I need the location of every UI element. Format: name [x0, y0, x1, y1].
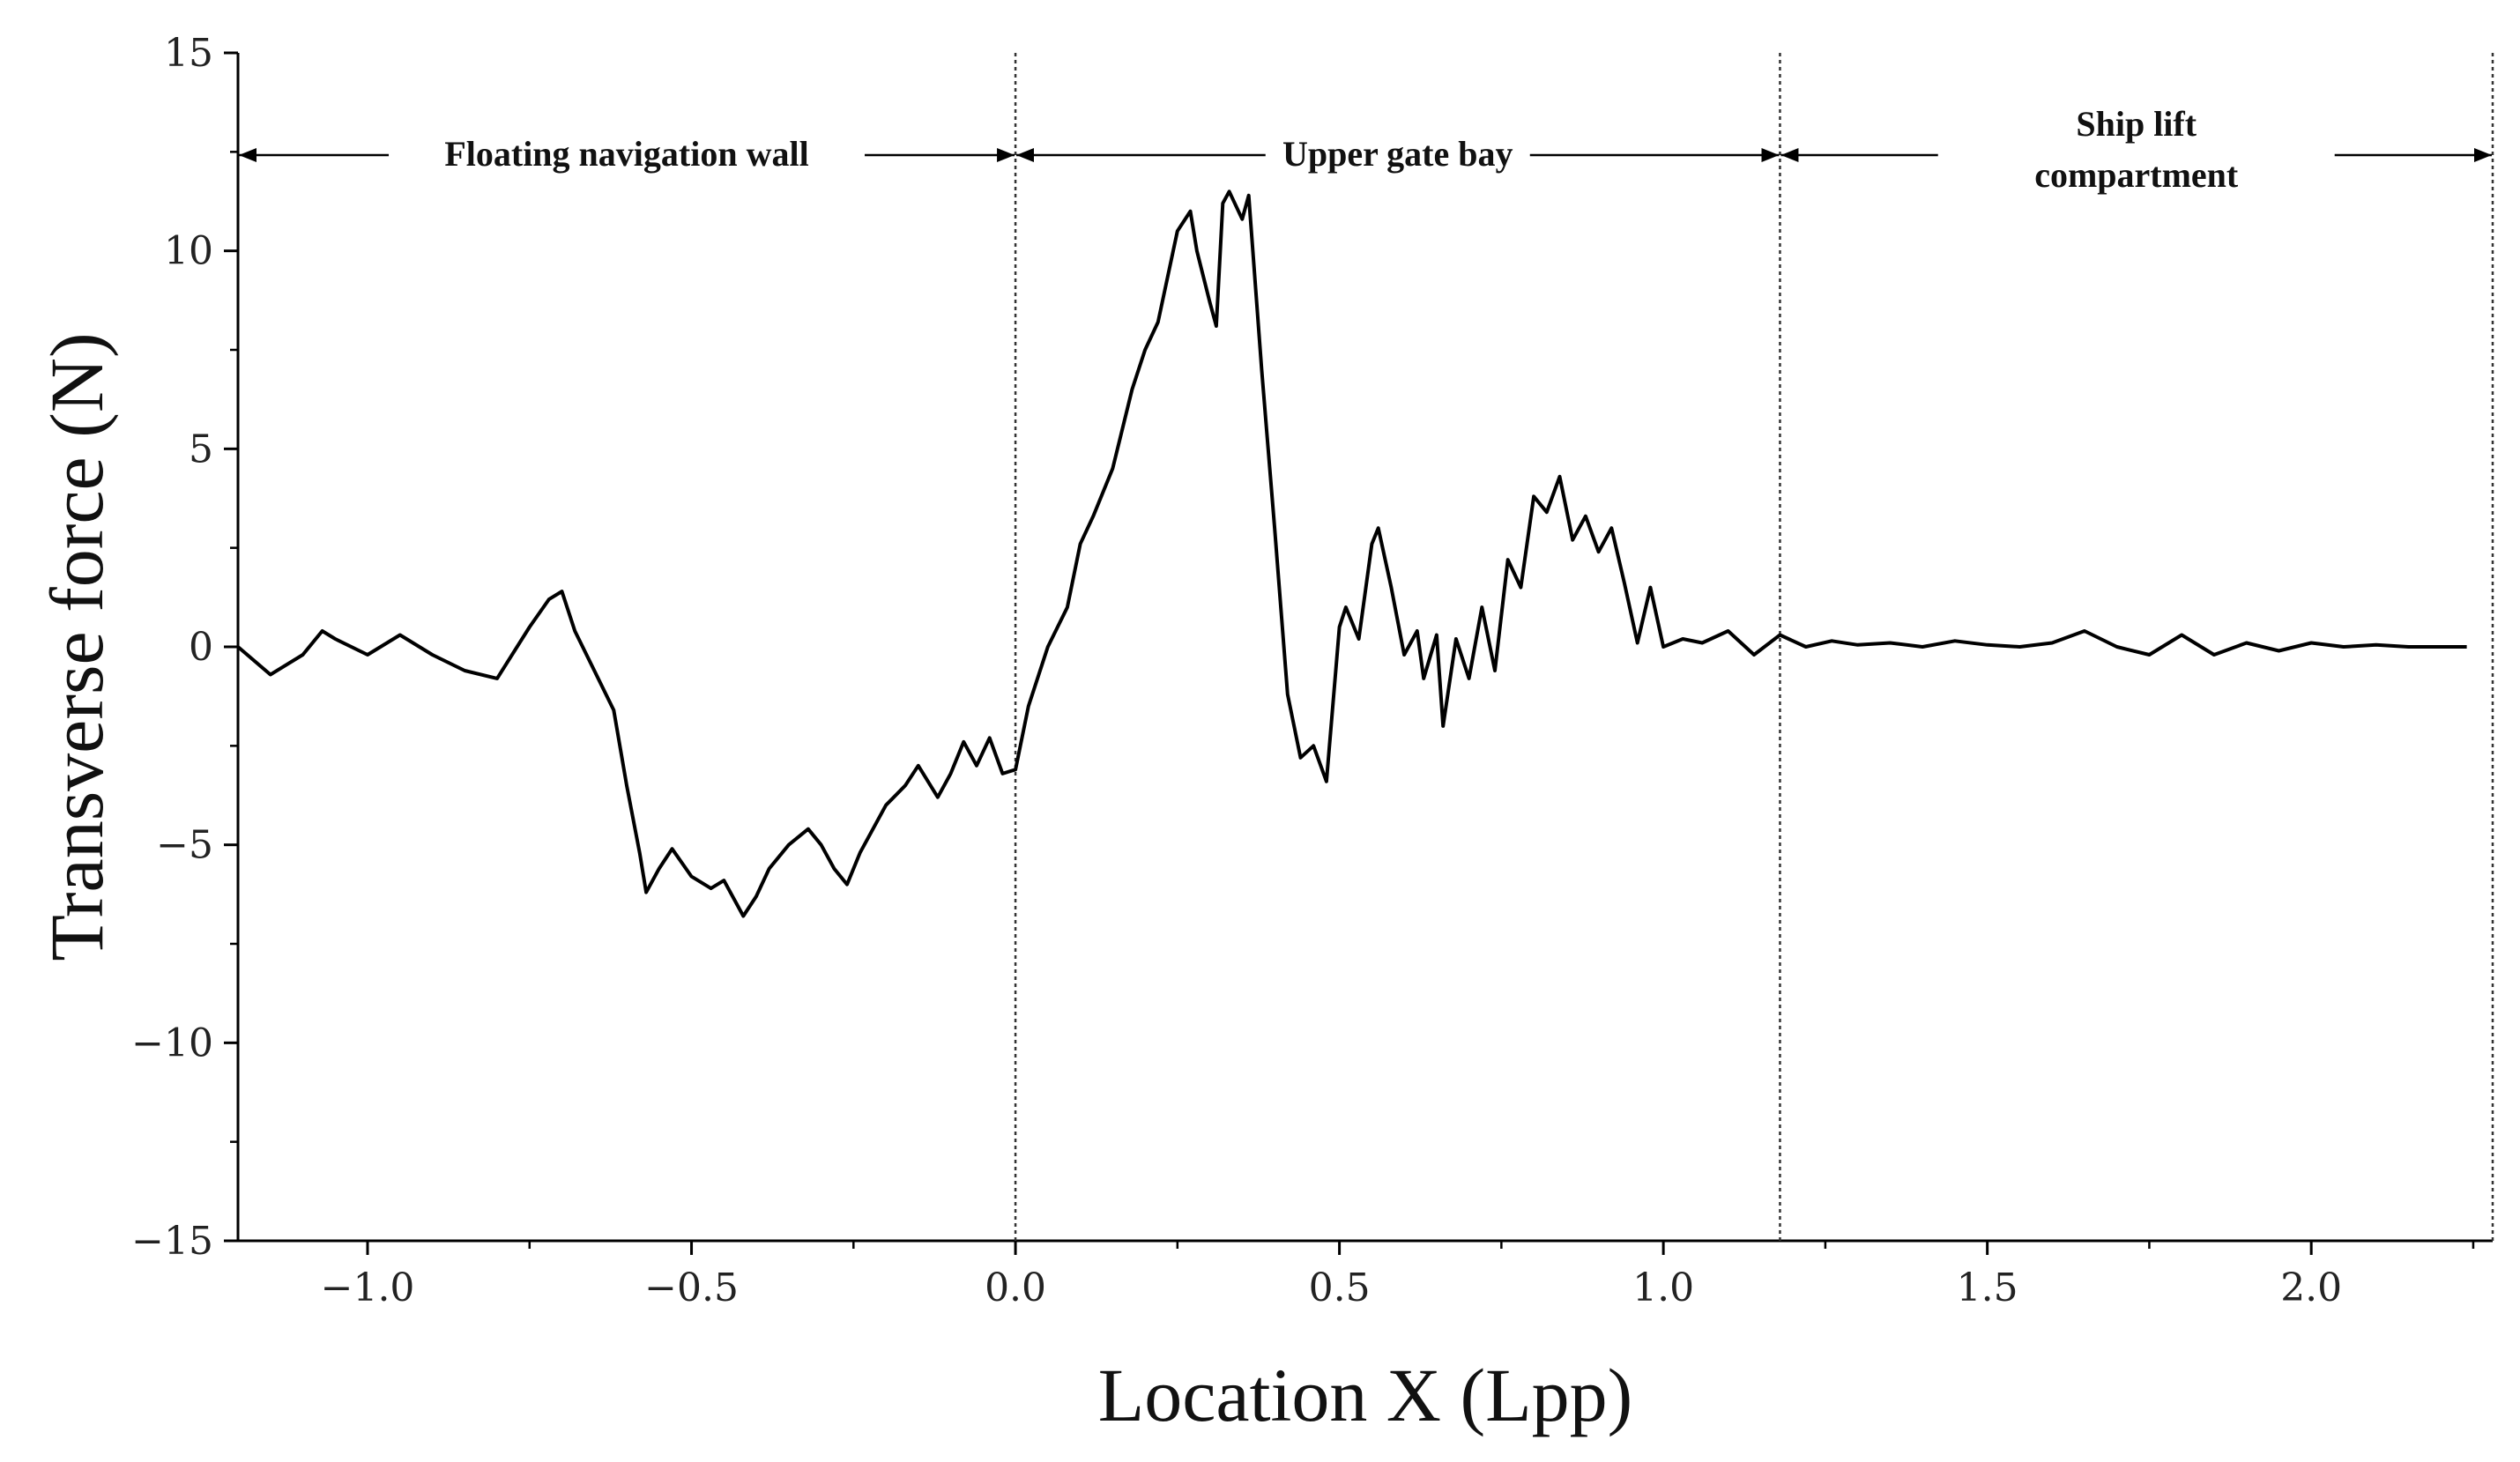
- x-axis-title: Location X (Lpp): [1098, 1353, 1633, 1437]
- region-label: Ship lift: [2076, 104, 2197, 144]
- x-tick-label: 1.5: [1957, 1265, 2018, 1310]
- x-tick-label: 1.0: [1632, 1265, 1694, 1310]
- y-tick-label: 15: [164, 31, 213, 76]
- y-tick-label: 10: [164, 229, 213, 274]
- x-tick-label: 0.0: [985, 1265, 1046, 1310]
- region-label: Floating navigation wall: [444, 134, 808, 174]
- x-tick-label: −1.0: [321, 1265, 415, 1310]
- ticks: 15 10 5 0 −5 −10 −15 −1.0 −0.5 0.0 0.5 1.0 1.5 2.0: [131, 31, 2475, 1310]
- y-axis-title: Transverse force (N): [34, 332, 119, 961]
- series-layer: [236, 189, 2467, 918]
- y-tick-label: 0: [189, 625, 213, 670]
- region-annotations: Floating navigation wall Upper gate bay Sh…: [239, 104, 2492, 195]
- region-boundaries: [1014, 53, 2494, 1241]
- y-tick-label: 5: [189, 427, 213, 471]
- x-tick-label: −0.5: [644, 1265, 739, 1310]
- region-label: Upper gate bay: [1282, 134, 1513, 174]
- y-tick-label: −15: [131, 1219, 213, 1264]
- region-label: compartment: [2034, 155, 2239, 195]
- x-tick-label: 0.5: [1309, 1265, 1371, 1310]
- series-line: [236, 189, 2467, 918]
- y-tick-label: −10: [131, 1020, 213, 1065]
- y-tick-label: −5: [156, 823, 213, 868]
- x-tick-label: 2.0: [2280, 1265, 2342, 1310]
- axes: [236, 53, 2493, 1243]
